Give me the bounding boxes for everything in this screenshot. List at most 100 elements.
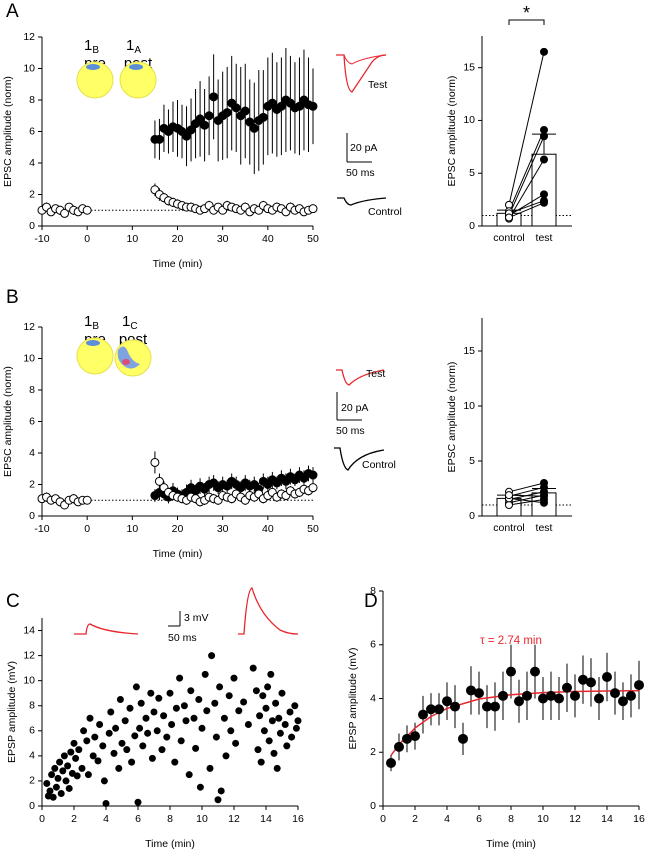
pair-line: [508, 193, 545, 216]
data-point: [99, 742, 107, 750]
y-tick-label: 10: [23, 352, 35, 364]
cell-spot: [122, 359, 130, 365]
data-point: [46, 787, 54, 795]
y-tick-label: 0: [29, 510, 35, 522]
cell-sub: B: [92, 321, 99, 332]
y-tick-label: 15: [463, 345, 475, 357]
data-point: [49, 793, 57, 801]
y-tick-label: 6: [370, 639, 376, 651]
pair-line: [508, 494, 545, 497]
trace-control: [334, 447, 385, 471]
x-tick-label: 20: [172, 523, 184, 535]
bar: [531, 153, 557, 227]
data-point: [240, 698, 248, 706]
data-point: [281, 721, 289, 729]
data-point: [308, 483, 318, 493]
scale-label: 50 ms: [336, 425, 365, 437]
x-tick-label: -10: [34, 523, 49, 535]
data-point: [182, 717, 190, 725]
data-point: [201, 670, 209, 678]
y-tick-label: 15: [463, 61, 475, 73]
y-tick-label: 12: [23, 649, 35, 661]
y-tick-label: 10: [23, 674, 35, 686]
data-point: [292, 724, 300, 732]
pair-point: [540, 155, 548, 164]
y-tick-label: 0: [370, 800, 376, 812]
y-tick-label: 0: [469, 220, 475, 232]
data-point: [185, 771, 193, 779]
data-point: [168, 721, 176, 729]
pair-point: [540, 198, 548, 207]
data-point: [267, 98, 277, 108]
data-point: [230, 674, 238, 682]
data-point: [144, 729, 152, 737]
data-point: [59, 767, 67, 775]
data-point: [294, 101, 304, 111]
data-point: [222, 108, 232, 118]
trace-label: Control: [368, 206, 402, 218]
x-axis-label: Time (min): [145, 838, 195, 850]
significance-star: *: [523, 3, 530, 23]
data-point: [155, 694, 163, 702]
data-point: [163, 733, 171, 741]
pair-point: [505, 213, 513, 222]
y-tick-label: 10: [23, 62, 35, 74]
data-point: [154, 476, 164, 486]
data-point: [217, 787, 225, 795]
data-point: [182, 131, 192, 141]
data-point: [96, 721, 104, 729]
scale-label: 20 pA: [341, 402, 368, 414]
data-point: [260, 727, 268, 735]
cell-map: [76, 337, 114, 375]
x-tick-label: 8: [167, 813, 173, 825]
cell-spot: [86, 64, 100, 70]
data-point: [288, 733, 296, 741]
data-point: [105, 729, 113, 737]
data-point: [150, 457, 160, 467]
data-point: [530, 666, 540, 677]
data-point: [118, 739, 126, 747]
scale-label: 50 ms: [346, 167, 375, 179]
data-point: [474, 688, 484, 699]
data-point: [172, 704, 180, 712]
data-point: [158, 746, 166, 754]
cell-map: [119, 61, 157, 99]
y-tick-label: 8: [370, 585, 376, 597]
x-tick-label: 12: [569, 813, 581, 825]
data-point: [209, 92, 219, 102]
data-point: [235, 707, 243, 715]
data-point: [267, 670, 275, 678]
data-point: [276, 101, 286, 111]
data-point: [177, 737, 185, 745]
cell-number: 1: [84, 313, 92, 330]
y-tick-label: 2: [29, 478, 35, 490]
trace-label: Test: [366, 368, 385, 380]
data-point: [216, 683, 224, 691]
x-tick-label: 4: [444, 813, 450, 825]
panel-letter: A: [6, 1, 19, 22]
data-point: [245, 117, 255, 127]
data-point: [270, 749, 278, 757]
data-point: [308, 204, 318, 214]
x-tick-label: test: [536, 232, 553, 244]
data-point: [190, 714, 198, 722]
y-tick-label: 6: [29, 415, 35, 427]
data-point: [634, 680, 644, 691]
data-point: [249, 123, 259, 133]
x-tick-label: 16: [292, 813, 304, 825]
trace-control: [337, 197, 387, 206]
data-point: [227, 727, 235, 735]
data-point: [610, 688, 620, 699]
data-point: [84, 771, 92, 779]
data-point: [91, 733, 99, 741]
data-point: [171, 758, 179, 766]
x-axis-label: Time (min): [153, 258, 203, 270]
data-point: [232, 739, 240, 747]
data-point: [273, 764, 281, 772]
data-point: [80, 727, 88, 735]
y-axis-label: EPSC amplitude (norm): [446, 362, 458, 473]
data-point: [83, 737, 91, 745]
fit-annotation: τ = 2.74 min: [480, 635, 542, 647]
data-point: [291, 702, 299, 710]
